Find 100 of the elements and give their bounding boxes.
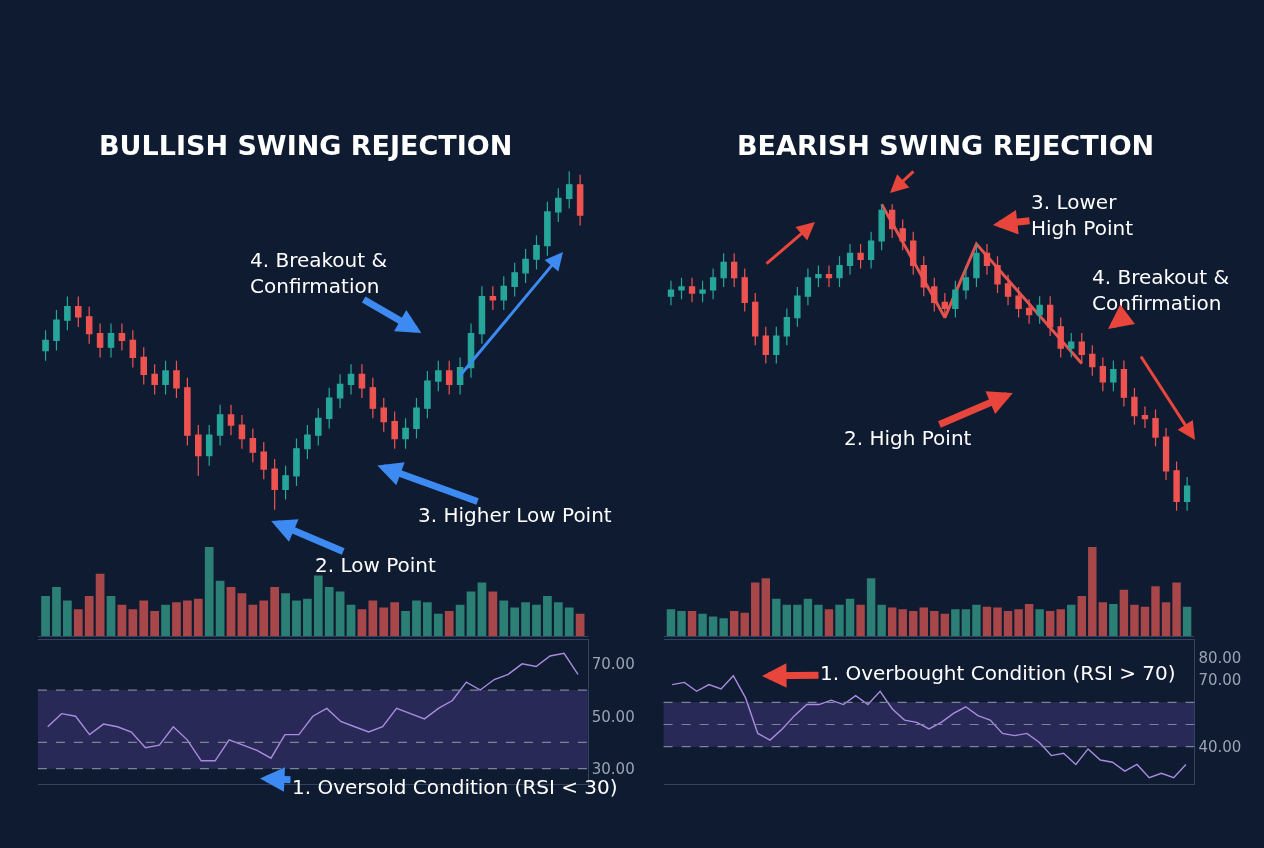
bar [521, 602, 530, 636]
bar [281, 593, 290, 636]
candlestick [85, 306, 93, 345]
candlestick [151, 363, 158, 396]
candlestick [825, 264, 833, 288]
candlestick [1025, 298, 1033, 325]
candlestick [282, 465, 289, 501]
bar [248, 604, 258, 636]
candlestick [107, 322, 115, 358]
candlestick [741, 267, 748, 313]
candlestick [1183, 476, 1191, 512]
bar [553, 602, 563, 636]
annotation: 4. Breakout & Confirmation [1092, 265, 1230, 315]
candlestick [555, 187, 562, 223]
candlestick [238, 414, 246, 450]
bar [972, 604, 981, 636]
bar [1067, 604, 1076, 636]
y-tick-label: 70.00 [591, 655, 635, 674]
bar [313, 575, 323, 636]
candlestick [511, 262, 518, 298]
y-tick-label: 40.00 [1198, 737, 1242, 756]
annotation: 2. Low Point [315, 553, 436, 577]
bar [368, 600, 378, 636]
bar [1024, 603, 1034, 636]
bar [150, 611, 160, 636]
candlestick [857, 243, 864, 270]
bar [335, 591, 345, 636]
candlestick [271, 458, 278, 511]
candlestick [910, 231, 917, 276]
candlestick [1131, 387, 1138, 426]
candlestick [380, 397, 388, 433]
candlestick [699, 280, 706, 303]
annotation: 1. Oversold Condition (RSI < 30) [292, 775, 618, 799]
bar [909, 611, 918, 636]
candlestick [64, 295, 71, 331]
candlestick [227, 404, 235, 436]
candlestick [216, 404, 224, 446]
bar [477, 582, 487, 636]
bar [226, 587, 236, 636]
candlestick [973, 243, 980, 288]
y-tick-label: 30.00 [591, 759, 635, 778]
bar [866, 578, 876, 636]
candlestick [709, 267, 717, 300]
bar [751, 582, 760, 636]
bar [1077, 595, 1086, 636]
candlestick [489, 285, 497, 311]
bar [52, 587, 61, 636]
candlestick [173, 360, 180, 399]
annotation: 2. High Point [844, 426, 972, 450]
bar [1161, 602, 1171, 636]
bar [95, 573, 105, 636]
candlestick [445, 360, 453, 396]
bar [172, 602, 181, 636]
bar [677, 611, 686, 636]
candlestick [1078, 332, 1085, 365]
candlestick [533, 234, 540, 271]
candlestick [195, 424, 202, 477]
bar [423, 602, 432, 636]
bar [835, 604, 844, 636]
candlestick [931, 277, 938, 313]
bar [1098, 602, 1108, 636]
candlestick [773, 326, 780, 365]
candlestick [315, 407, 322, 446]
bar [898, 609, 907, 636]
bar [346, 604, 356, 636]
bar [845, 598, 855, 636]
candlestick [347, 363, 355, 396]
bar [564, 607, 574, 636]
bar [930, 611, 939, 636]
bar [1151, 586, 1160, 636]
candlestick [994, 255, 1001, 294]
bar [324, 587, 334, 636]
candlestick [544, 201, 551, 257]
candlestick [369, 377, 377, 419]
bar [488, 591, 498, 636]
chart-title: BEARISH SWING REJECTION [737, 130, 1155, 161]
candlestick [424, 370, 431, 419]
bar [433, 613, 443, 636]
bar [193, 598, 203, 636]
bar [772, 598, 781, 636]
candlestick [500, 275, 508, 311]
candlestick [815, 264, 822, 288]
candlestick [1057, 317, 1064, 359]
annotation: 4. Breakout & Confirmation [250, 248, 388, 298]
bar [698, 613, 707, 636]
candlestick [867, 231, 875, 270]
bar [1088, 547, 1097, 636]
bar [575, 613, 585, 636]
candlestick [899, 218, 906, 251]
bar [390, 602, 400, 636]
candlestick [752, 292, 759, 346]
candlestick [336, 373, 344, 409]
bar [729, 611, 739, 636]
bar [824, 609, 834, 636]
candlestick [184, 377, 191, 446]
candlestick [1004, 274, 1012, 306]
bar [1035, 609, 1044, 636]
line-series [46, 652, 579, 762]
candlestick [293, 438, 300, 487]
candlestick [720, 252, 727, 288]
